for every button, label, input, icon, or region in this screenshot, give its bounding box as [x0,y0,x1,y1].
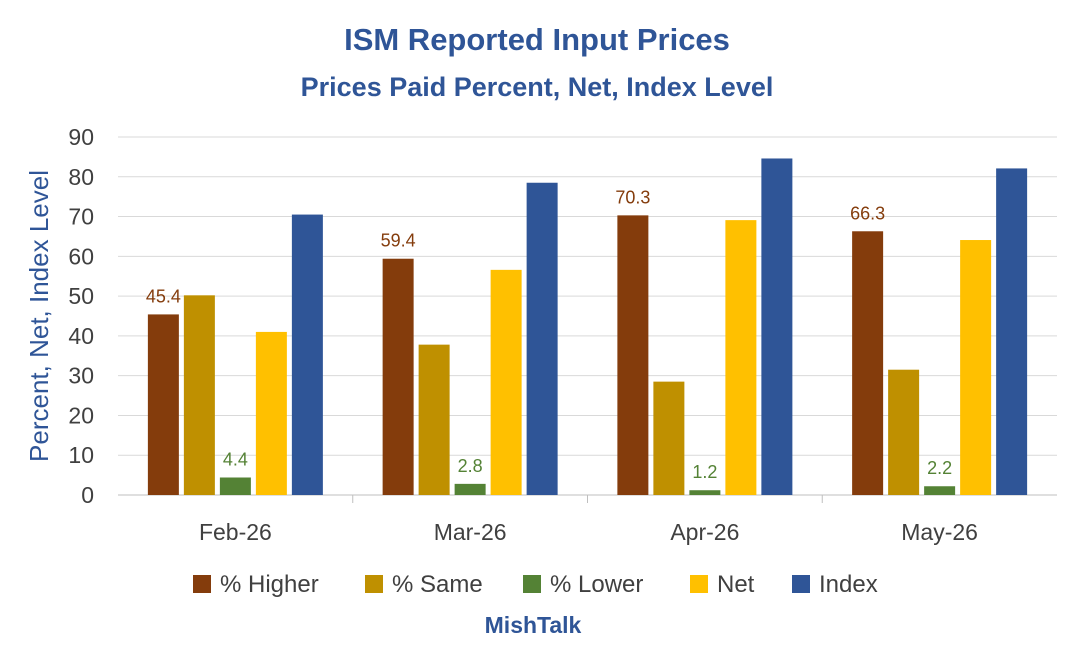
bar-net-mar-26 [490,269,522,495]
legend-label: Net [717,571,755,598]
bars [147,158,1028,496]
bar-index-may-26 [996,168,1028,495]
data-labels: 45.4 4.4 59.4 2.8 70.3 1.2 66.3 2.2 [146,187,952,482]
legend: % Higher % Same % Lower Net Index [193,571,878,598]
x-tick-label: Apr-26 [670,519,739,545]
y-tick-label: 0 [81,482,94,508]
data-label: 1.2 [692,462,717,482]
bar-same-mar-26 [418,344,450,495]
bar-index-mar-26 [526,182,558,495]
y-tick-label: 50 [68,283,94,309]
y-tick-label: 80 [68,164,94,190]
bar-lower-mar-26 [454,483,486,495]
y-tick-label: 40 [68,323,94,349]
bar-lower-feb-26 [219,477,251,495]
data-label: 4.4 [223,449,248,469]
bar-same-may-26 [888,369,920,495]
bar-higher-may-26 [852,231,884,496]
y-tick-label: 90 [68,124,94,150]
legend-label: Index [819,571,878,598]
bar-index-apr-26 [761,158,793,496]
bar-net-feb-26 [255,331,287,495]
bar-net-apr-26 [725,220,757,495]
y-axis-ticks: 0 10 20 30 40 50 60 70 80 90 [68,124,94,508]
legend-swatch [193,575,211,593]
bar-lower-apr-26 [689,490,721,495]
y-tick-label: 60 [68,243,94,269]
data-label: 59.4 [381,231,416,251]
y-axis-label: Percent, Net, Index Level [24,170,54,462]
legend-swatch [365,575,383,593]
data-label: 70.3 [615,187,650,207]
bar-same-apr-26 [653,381,685,495]
x-axis-ticks: Feb-26 Mar-26 Apr-26 May-26 [199,495,978,545]
legend-label: % Lower [550,571,643,598]
data-label: 66.3 [850,203,885,223]
y-tick-label: 70 [68,204,94,230]
bar-index-feb-26 [291,214,323,496]
x-tick-label: Mar-26 [434,519,507,545]
x-tick-label: Feb-26 [199,519,272,545]
bar-lower-may-26 [924,486,956,495]
bar-higher-mar-26 [382,258,414,495]
legend-swatch [690,575,708,593]
y-tick-label: 10 [68,442,94,468]
legend-swatch [523,575,541,593]
bar-higher-feb-26 [147,314,179,495]
footer-brand: MishTalk [485,612,582,638]
legend-swatch [792,575,810,593]
bar-same-feb-26 [183,295,215,495]
bar-higher-apr-26 [617,215,649,495]
x-tick-label: May-26 [901,519,978,545]
data-label: 2.8 [458,456,483,476]
chart-subtitle: Prices Paid Percent, Net, Index Level [301,72,774,102]
y-tick-label: 20 [68,402,94,428]
chart-title: ISM Reported Input Prices [344,22,730,57]
data-label: 45.4 [146,286,181,306]
legend-label: % Same [392,571,483,598]
data-label: 2.2 [927,458,952,478]
y-tick-label: 30 [68,363,94,389]
bar-net-may-26 [960,240,992,495]
legend-label: % Higher [220,571,319,598]
